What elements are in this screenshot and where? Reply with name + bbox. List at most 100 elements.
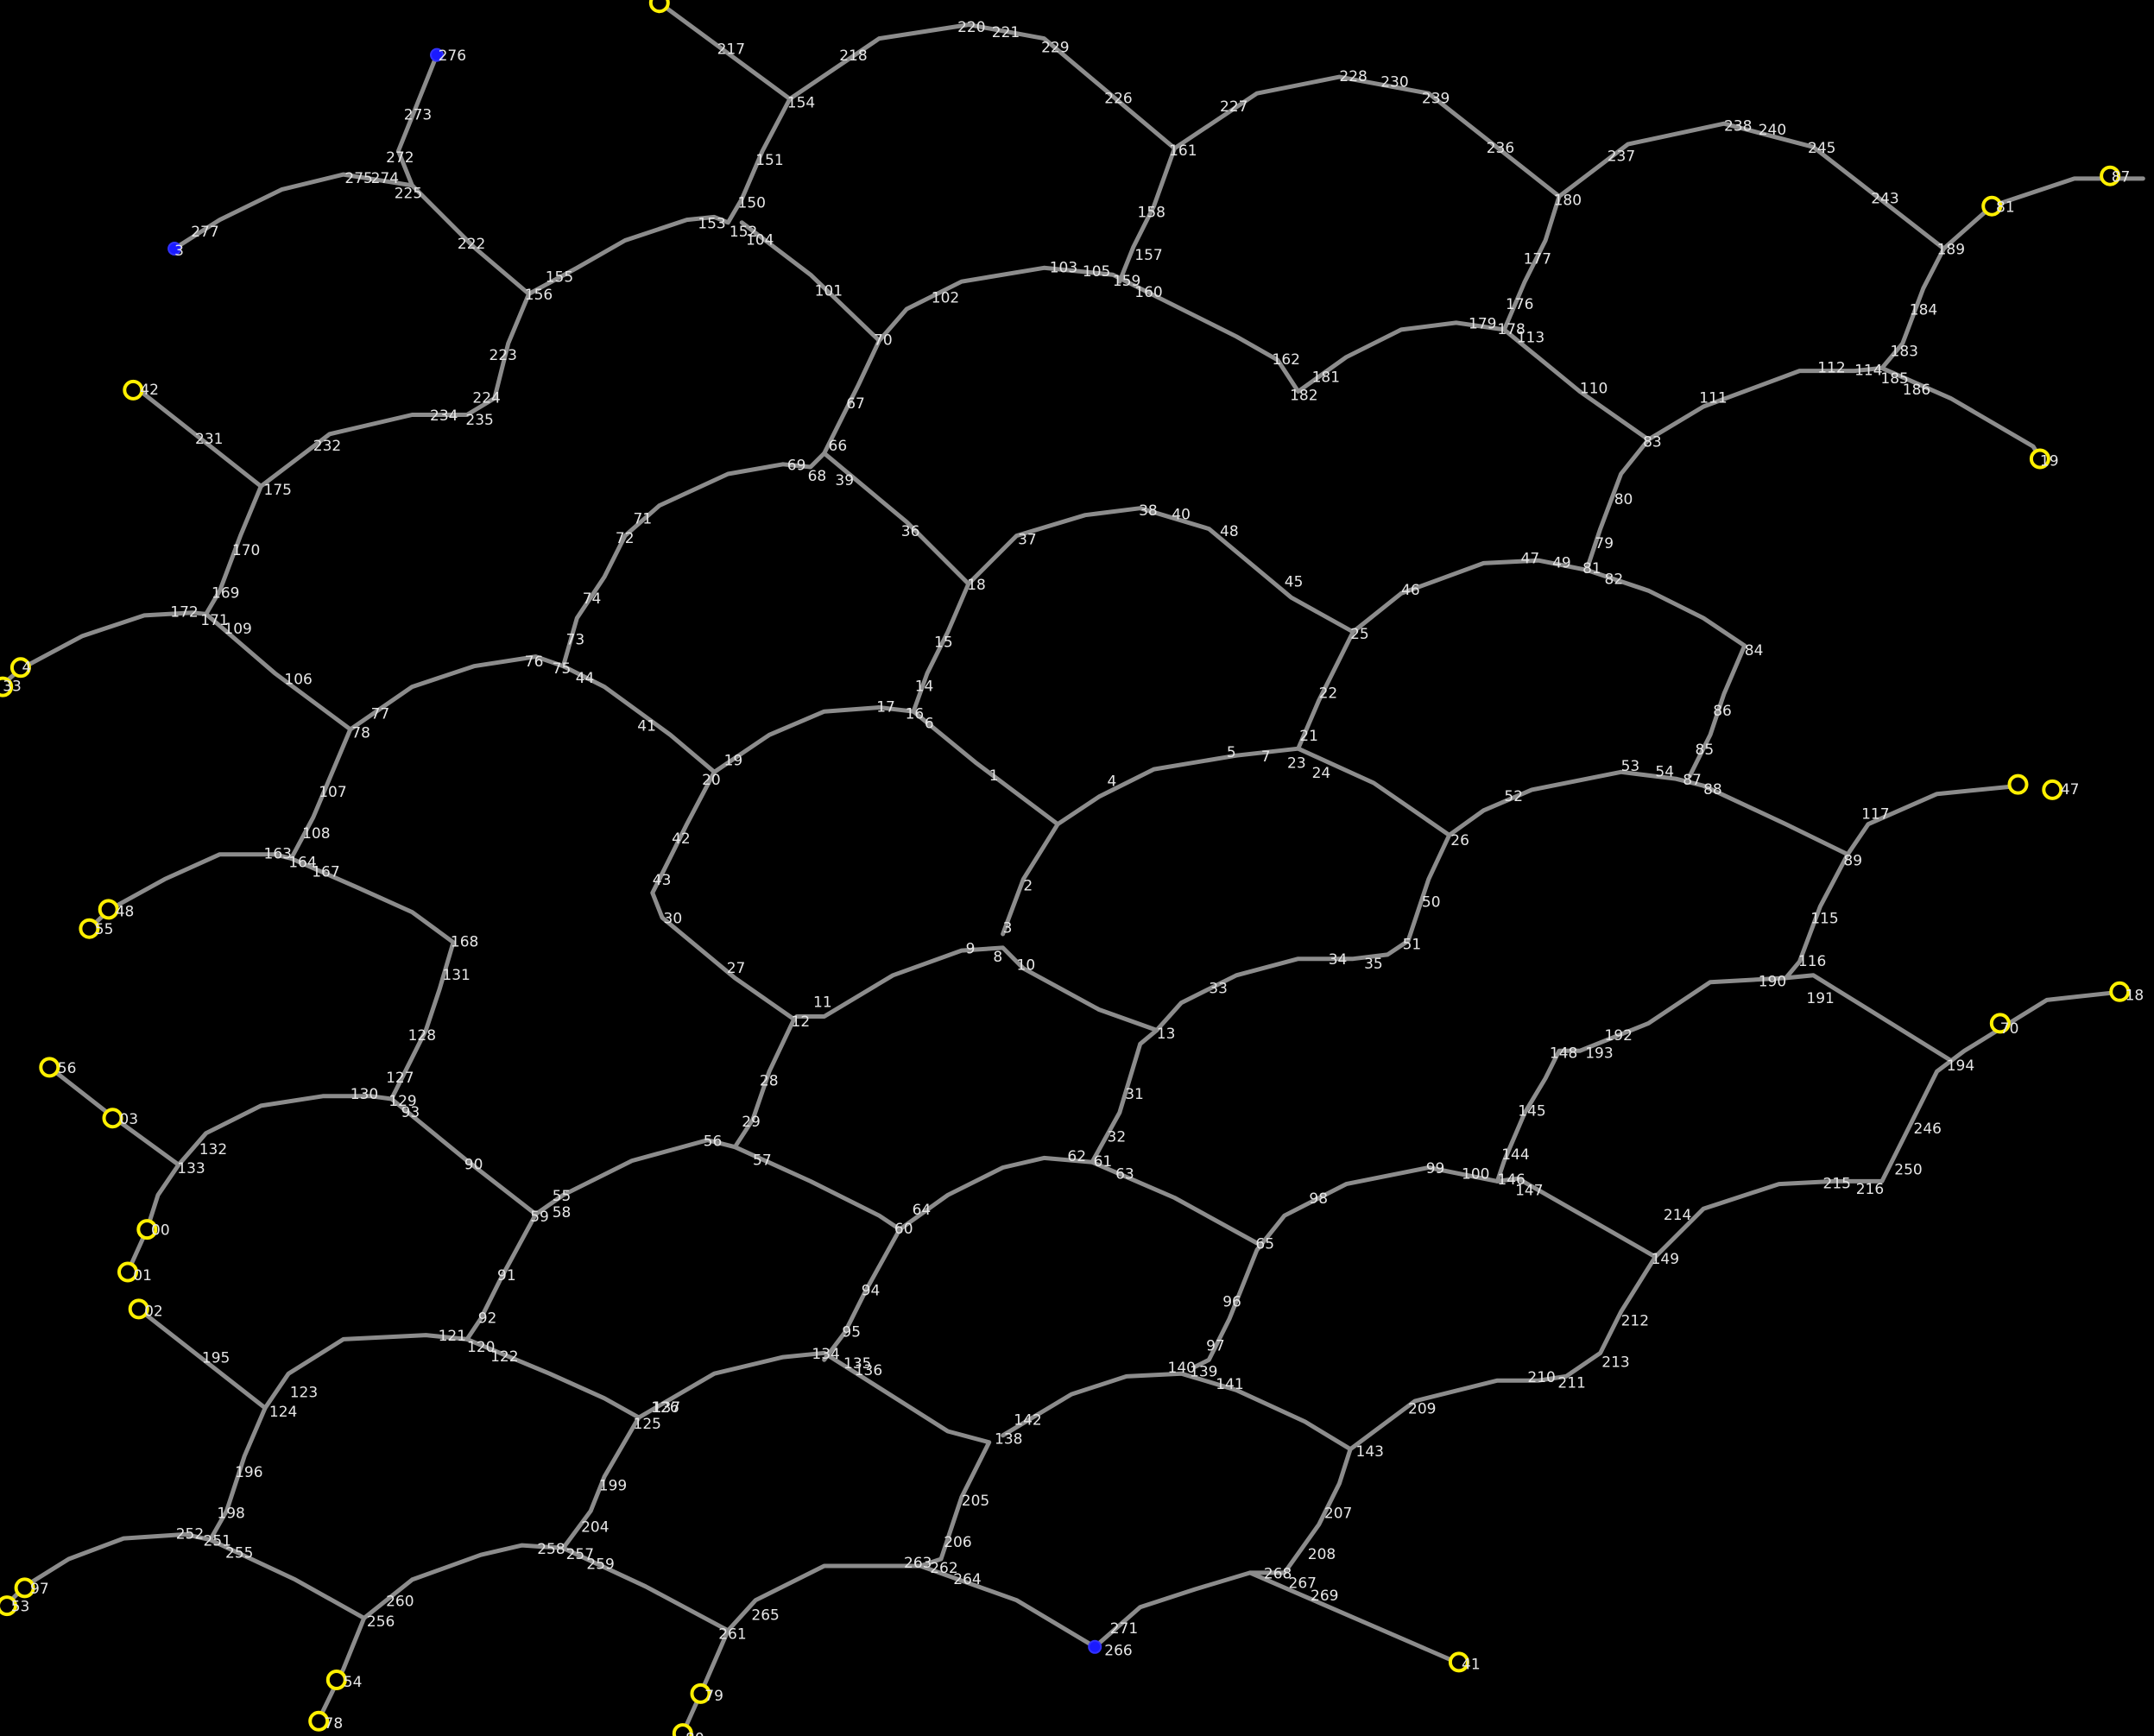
yellow-node-marker[interactable] bbox=[14, 1577, 35, 1599]
yellow-node-marker[interactable] bbox=[690, 1682, 711, 1704]
node-label: 54 bbox=[344, 1674, 363, 1691]
yellow-node-marker[interactable] bbox=[1981, 195, 2003, 217]
node-label: 19 bbox=[2040, 453, 2059, 470]
yellow-node-marker[interactable] bbox=[672, 1723, 693, 1736]
node-label: 162 bbox=[1273, 351, 1300, 369]
node-label: 195 bbox=[202, 1350, 230, 1367]
node-label: 3 bbox=[1003, 920, 1013, 937]
node-label: 2 bbox=[1023, 877, 1033, 894]
node-label: 232 bbox=[313, 438, 341, 455]
yellow-node-marker[interactable] bbox=[648, 0, 670, 14]
node-label: 267 bbox=[1289, 1575, 1317, 1593]
graph-edge bbox=[208, 1537, 367, 1722]
node-label: 199 bbox=[599, 1478, 627, 1495]
yellow-node-marker[interactable] bbox=[2007, 773, 2029, 795]
node-label: 28 bbox=[760, 1072, 779, 1089]
yellow-node-marker[interactable] bbox=[2029, 448, 2050, 470]
yellow-node-marker[interactable] bbox=[2042, 779, 2063, 800]
node-label: 78 bbox=[351, 725, 370, 742]
node-label: 91 bbox=[497, 1267, 516, 1285]
yellow-node-marker[interactable] bbox=[0, 676, 14, 698]
node-label: 144 bbox=[1501, 1146, 1529, 1164]
node-label: 213 bbox=[1601, 1354, 1629, 1372]
node-label: 44 bbox=[576, 670, 595, 687]
graph-edge bbox=[1192, 1165, 1658, 1369]
yellow-node-marker[interactable] bbox=[123, 379, 144, 401]
yellow-node-marker[interactable] bbox=[308, 1710, 330, 1732]
node-label: 35 bbox=[1364, 956, 1383, 973]
node-label: 93 bbox=[401, 1104, 420, 1121]
node-label: 189 bbox=[1937, 242, 1965, 259]
node-label: 190 bbox=[1759, 974, 1786, 991]
node-label: 29 bbox=[742, 1114, 761, 1131]
yellow-node-marker[interactable] bbox=[39, 1057, 60, 1078]
node-label: 98 bbox=[1309, 1190, 1328, 1208]
node-label: 251 bbox=[204, 1532, 231, 1550]
graph-edge bbox=[1784, 783, 2022, 981]
blue-node-marker[interactable] bbox=[430, 47, 444, 62]
node-label: 15 bbox=[934, 634, 953, 652]
node-label: 209 bbox=[1408, 1401, 1436, 1418]
node-label: 223 bbox=[490, 347, 517, 364]
graph-edge bbox=[918, 1563, 1459, 1664]
node-label: 51 bbox=[1403, 937, 1422, 954]
node-label: 135 bbox=[843, 1355, 871, 1373]
node-label: 30 bbox=[664, 911, 683, 928]
node-label: 250 bbox=[1894, 1162, 1922, 1179]
node-label: 130 bbox=[351, 1086, 378, 1103]
yellow-node-marker[interactable] bbox=[2109, 981, 2131, 1002]
node-label: 53 bbox=[11, 1599, 30, 1616]
node-label: 273 bbox=[404, 107, 432, 124]
node-label: 52 bbox=[1504, 788, 1523, 805]
yellow-node-marker[interactable] bbox=[98, 899, 119, 920]
node-label: 79 bbox=[1595, 535, 1614, 552]
node-label: 226 bbox=[1104, 91, 1132, 108]
node-label: 54 bbox=[1655, 763, 1674, 780]
yellow-node-marker[interactable] bbox=[117, 1261, 138, 1283]
node-label: 147 bbox=[1515, 1183, 1543, 1200]
node-label: 87 bbox=[2112, 168, 2131, 186]
yellow-node-marker[interactable] bbox=[128, 1298, 149, 1320]
yellow-node-marker[interactable] bbox=[1448, 1651, 1469, 1673]
blue-node-marker[interactable] bbox=[1088, 1639, 1102, 1654]
node-label: 80 bbox=[685, 1731, 704, 1736]
graph-edge bbox=[172, 97, 793, 296]
node-label: 137 bbox=[653, 1399, 680, 1417]
graph-edge bbox=[911, 709, 1060, 827]
yellow-node-marker[interactable] bbox=[325, 1670, 347, 1690]
node-label: 86 bbox=[1713, 703, 1732, 720]
graph-edge bbox=[0, 483, 263, 690]
node-label: 38 bbox=[1139, 502, 1158, 520]
node-label: 239 bbox=[1422, 91, 1450, 108]
yellow-node-marker[interactable] bbox=[0, 1595, 17, 1617]
yellow-node-marker[interactable] bbox=[136, 1219, 158, 1240]
node-label: 4 bbox=[22, 659, 32, 676]
node-label: 212 bbox=[1621, 1313, 1649, 1330]
yellow-node-marker[interactable] bbox=[2100, 165, 2121, 186]
node-label: 164 bbox=[288, 854, 316, 871]
node-label: 215 bbox=[1823, 1176, 1851, 1193]
node-label: 64 bbox=[913, 1202, 932, 1219]
node-label: 151 bbox=[755, 152, 783, 169]
node-label: 41 bbox=[637, 718, 656, 735]
yellow-node-marker[interactable] bbox=[9, 657, 31, 679]
yellow-node-marker[interactable] bbox=[102, 1108, 123, 1129]
node-label: 19 bbox=[724, 753, 743, 770]
graph-edge bbox=[560, 451, 971, 774]
node-label: 95 bbox=[842, 1324, 861, 1341]
node-label: 172 bbox=[170, 604, 198, 622]
node-label: 99 bbox=[1426, 1160, 1445, 1177]
blue-node-marker[interactable] bbox=[167, 242, 182, 256]
node-label: 163 bbox=[264, 846, 292, 863]
node-label: 262 bbox=[930, 1560, 957, 1577]
node-label: 229 bbox=[1041, 40, 1069, 57]
yellow-node-marker[interactable] bbox=[1989, 1013, 2011, 1034]
node-label: 66 bbox=[829, 438, 848, 455]
node-label: 169 bbox=[212, 584, 239, 602]
node-label: 45 bbox=[1285, 574, 1304, 591]
node-label: 40 bbox=[1172, 507, 1191, 524]
yellow-node-marker[interactable] bbox=[79, 918, 100, 939]
node-label: 186 bbox=[1903, 382, 1930, 399]
node-label: 21 bbox=[1299, 728, 1318, 745]
